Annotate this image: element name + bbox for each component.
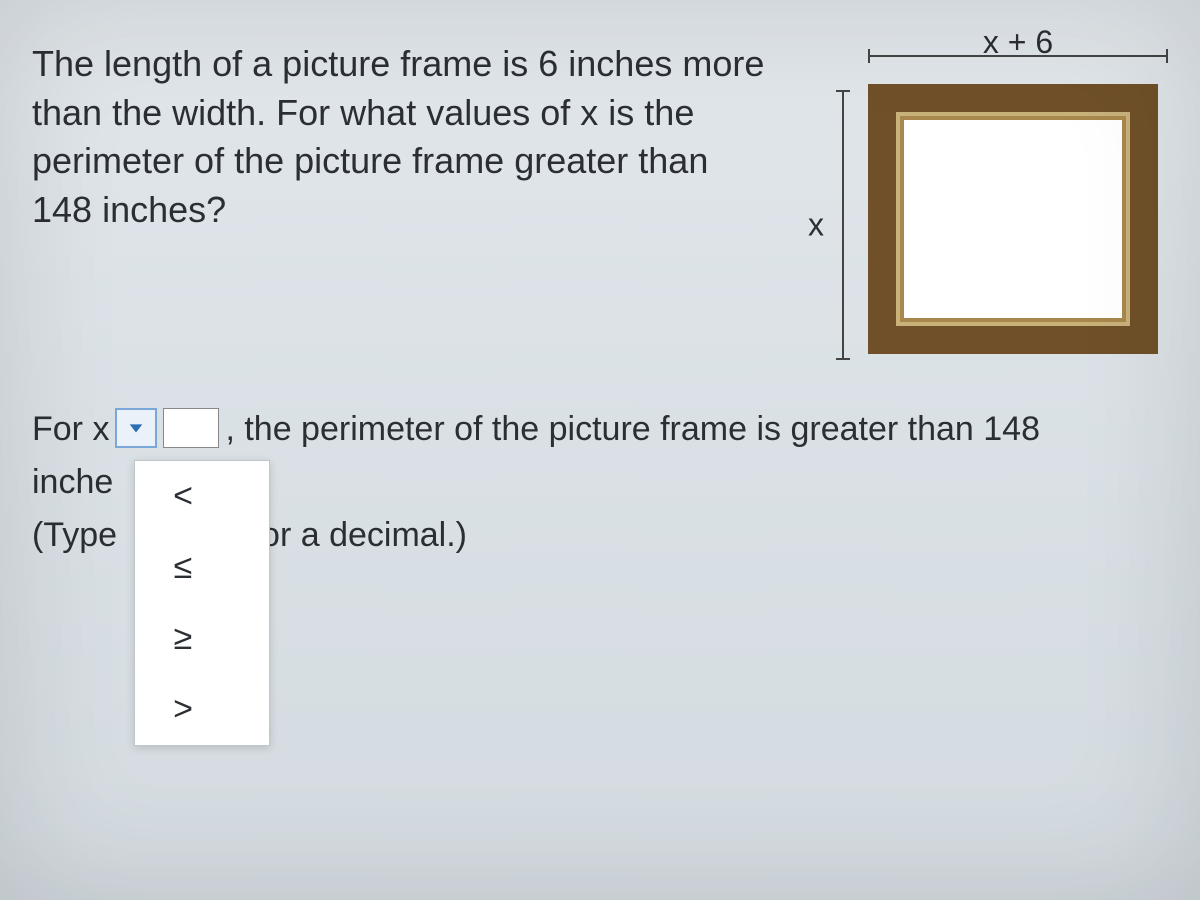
dim-tick <box>1166 49 1168 63</box>
option-label: ≤ <box>171 542 195 593</box>
answer-suffix: , the perimeter of the picture frame is … <box>225 404 1040 455</box>
dimension-top: x + 6 <box>868 44 1168 68</box>
option-label: ≥ <box>171 613 195 664</box>
option-lt[interactable]: < <box>135 461 269 532</box>
dim-tick <box>836 358 850 360</box>
option-label: < <box>171 471 195 522</box>
chevron-down-icon <box>127 419 145 437</box>
answer-area: For x , the perimeter of the picture fra… <box>32 404 1168 561</box>
top-section: The length of a picture frame is 6 inche… <box>32 40 1168 354</box>
dim-line <box>1018 55 1166 57</box>
figure: x + 6 x <box>808 40 1168 354</box>
inequality-options-panel: < ≤ ≥ > <box>134 460 270 746</box>
option-label: > <box>171 684 195 735</box>
question-text: The length of a picture frame is 6 inche… <box>32 40 778 354</box>
answer-line2-left: inche <box>32 457 113 508</box>
option-ge[interactable]: ≥ <box>135 603 269 674</box>
dim-line <box>842 225 844 358</box>
problem-page: The length of a picture frame is 6 inche… <box>0 0 1200 900</box>
inequality-dropdown-button[interactable] <box>115 408 157 448</box>
option-le[interactable]: ≤ <box>135 532 269 603</box>
option-gt[interactable]: > <box>135 674 269 745</box>
answer-prefix: For x <box>32 404 109 455</box>
dim-line <box>870 55 1018 57</box>
picture-frame-graphic <box>868 84 1158 354</box>
answer-line3-left: (Type <box>32 510 117 561</box>
value-input[interactable] <box>163 408 219 448</box>
dim-line <box>842 92 844 225</box>
dimension-left: x <box>836 90 850 360</box>
answer-line3-right: or a decimal.) <box>261 510 467 561</box>
dimension-left-label: x <box>808 207 824 244</box>
answer-line-1: For x , the perimeter of the picture fra… <box>32 404 1168 455</box>
